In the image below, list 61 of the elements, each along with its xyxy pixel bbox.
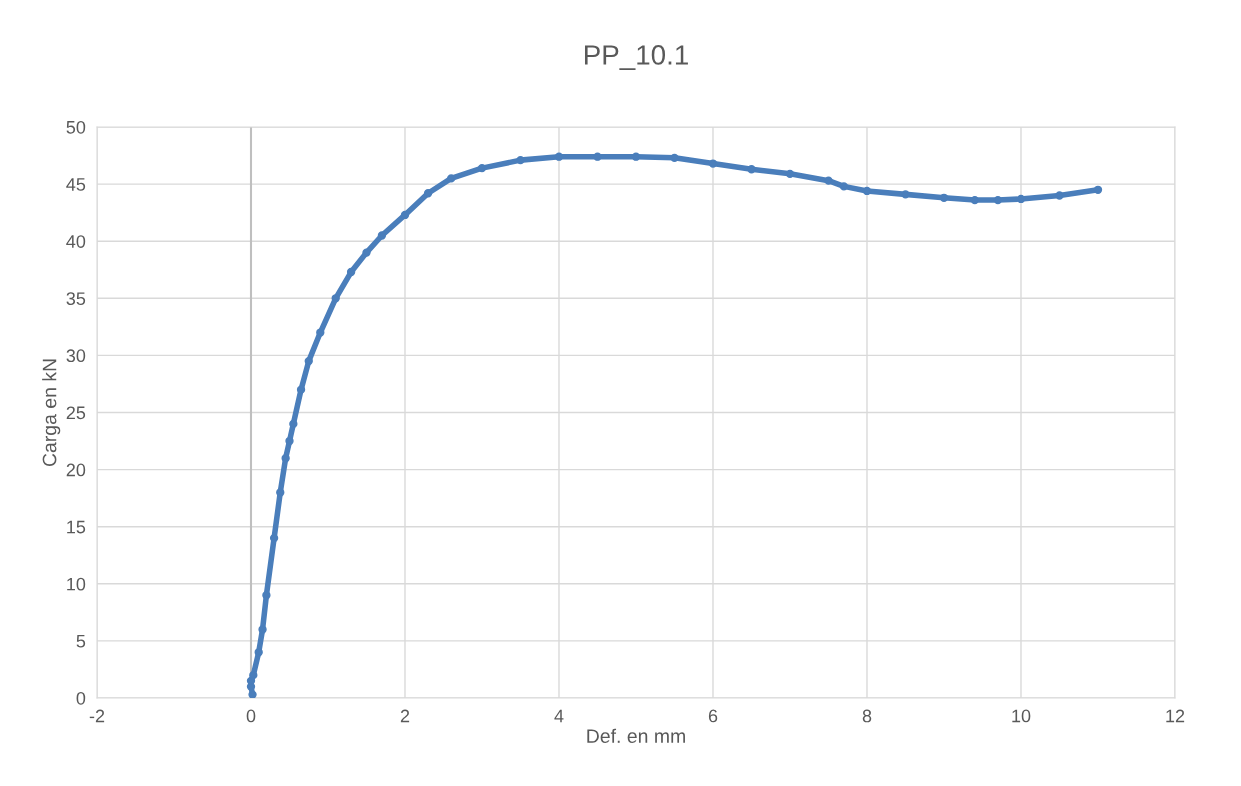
point xyxy=(1016,194,1026,204)
x-tick-label: 10 xyxy=(1012,709,1031,723)
point xyxy=(346,267,356,277)
x-tick-label: 0 xyxy=(246,709,256,723)
point xyxy=(516,155,525,165)
point xyxy=(316,328,325,337)
y-tick-label: 45 xyxy=(66,178,86,191)
y-tick-label: 20 xyxy=(66,463,86,477)
point xyxy=(258,625,267,634)
point xyxy=(281,454,290,463)
x-axis-title: Def. en mm xyxy=(587,728,685,743)
y-tick-label: 5 xyxy=(76,635,86,648)
chart-title: PP_10.1 xyxy=(585,45,688,71)
y-axis-title: Carga en kN xyxy=(42,359,61,467)
point xyxy=(477,163,487,173)
y-tick-label: 40 xyxy=(66,235,86,248)
point xyxy=(276,488,285,497)
y-tick-label: 25 xyxy=(66,406,86,420)
point xyxy=(362,248,371,257)
point xyxy=(862,186,872,196)
x-tick-label: 8 xyxy=(862,709,872,723)
point xyxy=(993,195,1003,205)
y-tick-label: 0 xyxy=(76,691,86,705)
y-tick-label: 50 xyxy=(66,120,86,134)
point xyxy=(785,169,795,178)
x-tick-label: -2 xyxy=(89,709,105,723)
point xyxy=(377,231,387,240)
point xyxy=(970,195,979,205)
point xyxy=(400,210,410,220)
point xyxy=(296,385,306,394)
point xyxy=(901,190,910,199)
x-tick-label: 2 xyxy=(400,709,410,723)
x-tick-label: 4 xyxy=(554,709,564,723)
x-tick-label: 6 xyxy=(708,709,718,723)
point xyxy=(285,436,294,446)
point xyxy=(262,591,271,600)
point xyxy=(670,153,679,163)
point xyxy=(447,174,456,183)
y-tick-label: 10 xyxy=(67,577,86,591)
point xyxy=(839,182,849,191)
y-tick-label: 15 xyxy=(67,520,86,534)
point xyxy=(423,189,433,198)
point xyxy=(554,152,564,161)
point xyxy=(248,690,257,698)
x-tick-label: 12 xyxy=(1166,709,1185,723)
point xyxy=(249,670,258,680)
point xyxy=(939,193,949,202)
point xyxy=(1093,185,1103,194)
point xyxy=(747,165,756,174)
point xyxy=(824,176,833,185)
y-tick-label: 35 xyxy=(66,292,86,306)
point xyxy=(593,152,602,161)
point xyxy=(254,648,263,657)
point xyxy=(304,356,313,366)
point xyxy=(631,152,641,161)
point xyxy=(269,533,279,543)
point xyxy=(289,419,298,429)
point xyxy=(1055,191,1064,200)
y-tick-label: 30 xyxy=(66,349,86,363)
point xyxy=(331,294,340,303)
point xyxy=(708,159,718,168)
